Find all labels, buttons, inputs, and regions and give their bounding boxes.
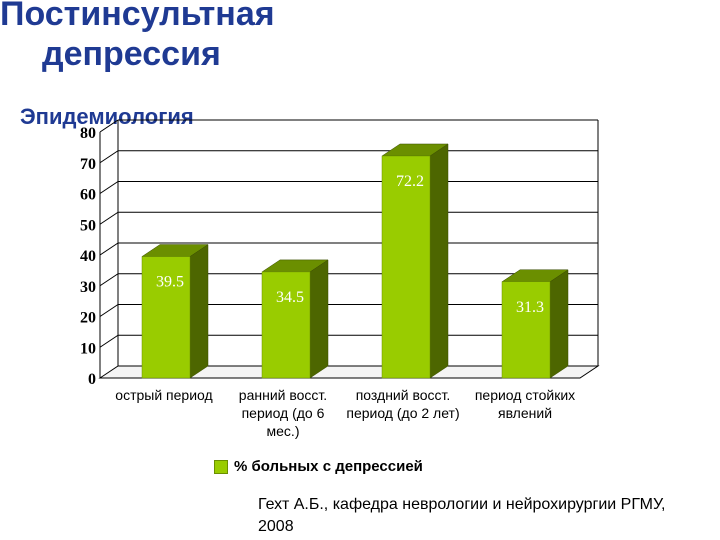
slide-title-line2: депрессия bbox=[42, 35, 221, 73]
y-tick-label: 40 bbox=[80, 248, 96, 265]
gridline-diagonal bbox=[99, 334, 119, 348]
x-category-label: ранний восст. период (до 6 мес.) bbox=[238, 387, 328, 439]
x-category-label: поздний восст. период (до 2 лет) bbox=[346, 387, 460, 421]
y-tick-label: 50 bbox=[80, 217, 96, 234]
data-label: 31.3 bbox=[516, 299, 544, 316]
gridline-diagonal bbox=[99, 273, 119, 287]
data-label: 34.5 bbox=[276, 289, 304, 306]
x-category-label: период стойких явлений bbox=[474, 387, 576, 421]
bar-side bbox=[189, 244, 209, 379]
y-tick-label: 80 bbox=[80, 125, 96, 142]
bar bbox=[501, 281, 551, 379]
slide-subtitle: Эпидемиология bbox=[20, 104, 194, 129]
gridline-diagonal bbox=[99, 304, 119, 317]
chart-legend: % больных с депрессией bbox=[214, 458, 423, 475]
bar-side bbox=[549, 269, 569, 379]
data-label: 39.5 bbox=[156, 274, 184, 291]
x-category-label: острый период bbox=[115, 387, 213, 403]
bar-side bbox=[429, 143, 449, 379]
y-tick-label: 0 bbox=[88, 371, 96, 388]
y-tick-label: 70 bbox=[80, 156, 96, 173]
legend-swatch bbox=[214, 459, 228, 474]
data-label: 72.2 bbox=[396, 173, 424, 190]
y-tick-label: 30 bbox=[80, 279, 96, 296]
bar-side bbox=[309, 259, 329, 379]
y-tick-label: 10 bbox=[80, 340, 96, 357]
y-tick-label: 20 bbox=[80, 310, 96, 327]
y-tick-label: 60 bbox=[80, 187, 96, 204]
gridline-diagonal bbox=[99, 211, 119, 225]
source-citation: Гехт А.Б., кафедра неврологии и нейрохир… bbox=[258, 496, 666, 535]
gridline-diagonal bbox=[99, 119, 119, 133]
gridline-diagonal bbox=[99, 242, 119, 256]
bar bbox=[261, 271, 311, 379]
gridline-diagonal bbox=[99, 150, 119, 164]
slide-title-line1: Постинсультная bbox=[0, 0, 275, 33]
bar bbox=[381, 155, 431, 379]
legend-label: % больных с депрессией bbox=[234, 458, 423, 475]
bar bbox=[141, 256, 191, 379]
gridline-diagonal bbox=[99, 181, 119, 194]
